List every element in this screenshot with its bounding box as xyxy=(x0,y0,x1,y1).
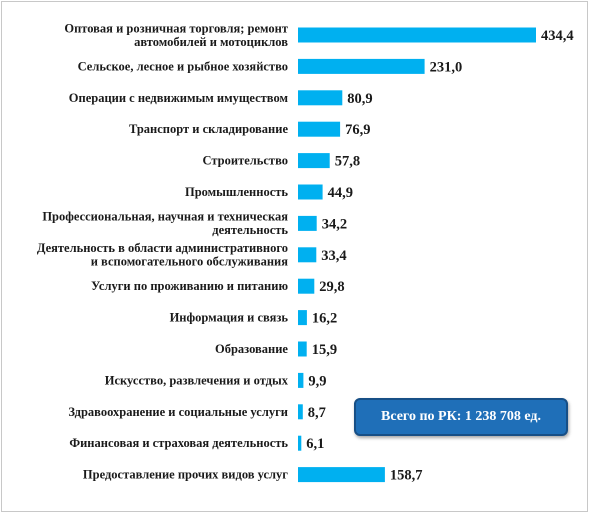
category-label-4: Строительство xyxy=(203,154,288,168)
bar-2 xyxy=(298,90,343,106)
value-label-4: 57,8 xyxy=(335,154,360,170)
value-label-5: 44,9 xyxy=(328,185,353,201)
value-label-3: 76,9 xyxy=(345,122,370,138)
category-label-8: Услуги по проживанию и питанию xyxy=(91,279,288,293)
category-label-10: Образование xyxy=(215,342,288,356)
value-label-11: 9,9 xyxy=(308,373,326,389)
category-label-2: Операции с недвижимым имуществом xyxy=(69,91,289,105)
category-label-3: Транспорт и складирование xyxy=(129,122,288,136)
category-label-14: Предоставление прочих видов услуг xyxy=(83,468,288,482)
value-label-7: 33,4 xyxy=(321,248,346,264)
value-label-6: 34,2 xyxy=(322,216,347,232)
category-label-6: Профессиональная, научная и техническая д… xyxy=(42,210,288,238)
category-label-9: Информация и связь xyxy=(170,311,289,325)
value-label-1: 231,0 xyxy=(430,59,463,75)
value-label-10: 15,9 xyxy=(312,342,337,358)
category-label-13: Финансовая и страховая деятельность xyxy=(69,436,288,450)
value-label-0: 434,4 xyxy=(541,28,574,44)
bar-3 xyxy=(298,121,341,137)
category-label-5: Промышленность xyxy=(185,185,288,199)
category-label-7: Деятельность в области административного… xyxy=(37,241,288,269)
total-annotation-box: Всего по РК: 1 238 708 ед. xyxy=(354,398,568,436)
total-annotation-text: Всего по РК: 1 238 708 ед. xyxy=(381,409,541,424)
bar-12 xyxy=(298,404,303,420)
bar-13 xyxy=(298,435,302,451)
bar-4 xyxy=(298,153,330,169)
category-label-1: Сельское, лесное и рыбное хозяйство xyxy=(78,59,288,73)
value-label-13: 6,1 xyxy=(306,436,324,452)
bar-8 xyxy=(298,278,315,294)
bar-14 xyxy=(298,467,385,483)
bar-1 xyxy=(298,58,425,74)
value-label-2: 80,9 xyxy=(347,91,372,107)
value-label-8: 29,8 xyxy=(319,279,344,295)
bar-11 xyxy=(298,372,304,388)
category-label-12: Здравоохранение и социальные услуги xyxy=(68,405,288,419)
bar-0 xyxy=(298,27,536,43)
value-label-14: 158,7 xyxy=(390,468,423,484)
value-label-12: 8,7 xyxy=(308,405,326,421)
bar-5 xyxy=(298,184,323,200)
bar-9 xyxy=(298,310,307,326)
bar-7 xyxy=(298,247,317,263)
value-label-9: 16,2 xyxy=(312,311,337,327)
category-label-11: Искусство, развлечения и отдых xyxy=(105,373,289,387)
bar-10 xyxy=(298,341,307,357)
bar-6 xyxy=(298,215,317,231)
category-label-0: Оптовая и розничная торговля; ремонт авто… xyxy=(64,21,288,49)
